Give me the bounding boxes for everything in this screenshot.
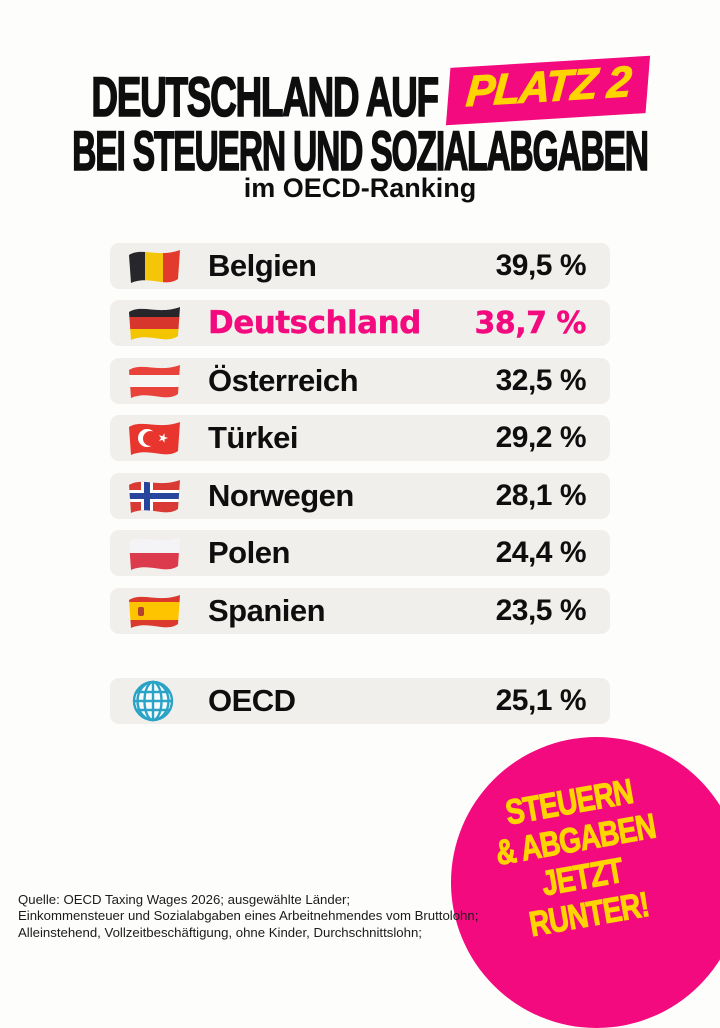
spain-emblem xyxy=(138,607,144,616)
norway-flag-icon xyxy=(126,476,182,516)
country-value: 25,1 % xyxy=(495,684,587,717)
country-value: 39,5 % xyxy=(495,249,587,282)
source-note: Quelle: OECD Taxing Wages 2026; ausgewäh… xyxy=(18,892,498,941)
globe-icon-svg xyxy=(132,680,174,722)
country-name: Norwegen xyxy=(208,478,354,513)
source-line: Quelle: OECD Taxing Wages 2026; ausgewäh… xyxy=(18,892,351,907)
ranking-row: Belgien 39,5 % xyxy=(110,243,610,289)
ranking-row: Polen 24,4 % xyxy=(110,530,610,576)
source-line: Einkommensteuer und Sozialabgaben eines … xyxy=(18,908,479,924)
source-line: Alleinstehend, Vollzeitbeschäftigung, oh… xyxy=(18,924,422,940)
globe-icon xyxy=(126,680,182,722)
austria-flag-icon xyxy=(126,361,182,401)
sticker-badge: STEUERN & ABGABEN JETZT RUNTER! xyxy=(451,737,720,1028)
country-name: OECD xyxy=(208,683,296,718)
country-value: 29,2 % xyxy=(495,421,587,454)
ranking-row: Türkei 29,2 % xyxy=(110,415,610,461)
ranking-row: Deutschland 38,7 % xyxy=(110,300,610,346)
country-value: 24,4 % xyxy=(495,536,587,569)
country-value: 23,5 % xyxy=(495,594,587,627)
platz-2-badge-label: PLATZ 2 xyxy=(464,57,633,117)
country-name: Österreich xyxy=(208,363,359,398)
ranking-row: OECD 25,1 % xyxy=(110,678,610,724)
country-name: Deutschland xyxy=(208,305,422,341)
country-name: Polen xyxy=(208,535,290,570)
ranking-row: Österreich 32,5 % xyxy=(110,358,610,404)
country-name: Spanien xyxy=(208,593,326,628)
poland-flag-icon xyxy=(126,533,182,573)
germany-flag-icon xyxy=(126,303,182,343)
ranking-row: Norwegen 28,1 % xyxy=(110,473,610,519)
belgium-flag-icon xyxy=(126,246,182,286)
subtitle: im OECD-Ranking xyxy=(243,173,477,203)
platz-2-badge: PLATZ 2 xyxy=(445,55,651,126)
spain-flag-icon xyxy=(126,591,182,631)
country-name: Türkei xyxy=(208,420,299,455)
country-value: 28,1 % xyxy=(495,479,587,512)
country-value: 32,5 % xyxy=(495,364,587,397)
title-line2: BEI STEUERN UND SOZIALABGABEN xyxy=(72,118,650,183)
country-value: 38,7 % xyxy=(474,305,586,341)
country-name: Belgien xyxy=(208,248,317,283)
ranking-row: Spanien 23,5 % xyxy=(110,588,610,634)
turkey-flag-icon xyxy=(126,418,182,458)
title-line1: DEUTSCHLAND AUF xyxy=(91,64,440,129)
